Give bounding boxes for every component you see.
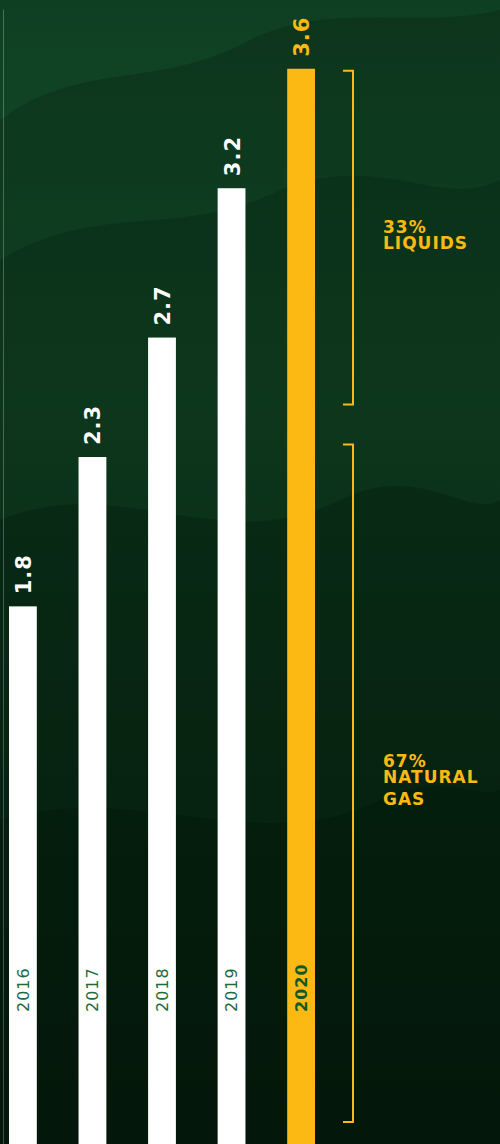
background-ridge [0,486,500,1144]
segment-label: LIQUIDS [383,233,468,253]
background-ridge [0,176,500,1144]
x-tick: 2018 [153,967,172,1144]
segments: 33%LIQUIDS67%NATURALGAS [343,71,479,1122]
data-label: 1.8 [12,554,36,594]
bar [287,69,315,1144]
bar [9,606,37,1144]
x-axis: 2016 2017 2018 2019 2020 [10,963,316,1144]
chart: 1.8 2.3 2.7 3.2 3.6 2016 2017 2018 2019 2020 33%LI… [0,0,500,1144]
x-tick-label: 2019 [222,967,241,1012]
x-tick: 2017 [83,967,102,1144]
background-ridge [0,786,500,1144]
bar [218,188,246,1144]
segment-label-line: GAS [383,789,425,809]
y-axis-line [3,10,4,1144]
background-ridge [0,10,500,1144]
bar [148,338,176,1144]
background [0,0,500,1144]
segment-bracket [343,71,353,405]
x-tick-label: 2020 [292,963,311,1012]
bars [9,69,315,1144]
x-tick: 2016 [14,967,33,1144]
data-label: 3.2 [221,136,245,176]
segment-label-line: NATURAL [383,767,479,787]
bar [79,457,107,1144]
x-tick: 2019 [222,967,241,1144]
y-axis [3,10,4,1144]
x-tick: 2020 [292,963,311,1144]
segment-label-line: LIQUIDS [383,233,468,253]
data-label: 3.6 [290,17,314,57]
x-tick-label: 2018 [153,967,172,1012]
x-tick-label: 2017 [83,967,102,1012]
data-label: 2.7 [151,285,175,325]
data-labels: 1.8 2.3 2.7 3.2 3.6 [12,17,314,595]
x-tick-label: 2016 [14,967,33,1012]
segment-bracket [343,444,353,1122]
data-label: 2.3 [81,405,105,445]
segment-label: NATURALGAS [383,767,479,809]
